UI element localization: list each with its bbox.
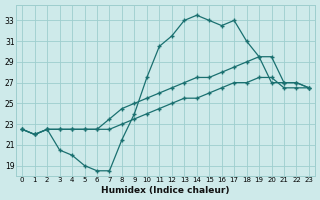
X-axis label: Humidex (Indice chaleur): Humidex (Indice chaleur): [101, 186, 230, 195]
